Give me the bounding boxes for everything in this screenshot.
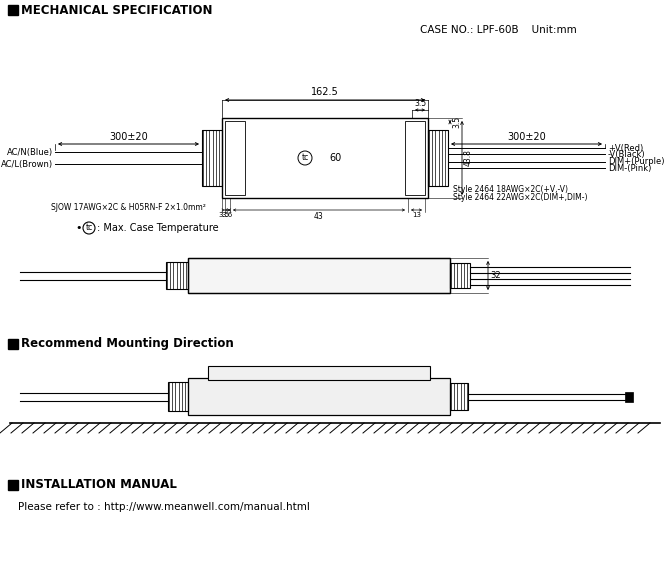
- Text: Style 2464 22AWG×2C(DIM+,DIM-): Style 2464 22AWG×2C(DIM+,DIM-): [453, 193, 588, 202]
- Text: SJOW 17AWG×2C & H05RN-F 2×1.0mm²: SJOW 17AWG×2C & H05RN-F 2×1.0mm²: [51, 203, 206, 212]
- Text: Style 2464 18AWG×2C(+V,-V): Style 2464 18AWG×2C(+V,-V): [453, 185, 568, 194]
- Bar: [166, 262, 188, 289]
- Text: CASE NO.: LPF-60B    Unit:mm: CASE NO.: LPF-60B Unit:mm: [420, 25, 577, 35]
- Bar: [428, 130, 448, 186]
- Text: : Max. Case Temperature: : Max. Case Temperature: [97, 223, 218, 233]
- Bar: [8, 339, 18, 349]
- Text: 162.5: 162.5: [311, 87, 339, 97]
- Text: 3.5: 3.5: [218, 212, 229, 218]
- Text: AC/N(Blue): AC/N(Blue): [7, 148, 53, 157]
- Text: 3.5: 3.5: [414, 99, 426, 108]
- Bar: [8, 5, 18, 15]
- Bar: [625, 392, 633, 401]
- Text: 3.6: 3.6: [221, 212, 232, 218]
- Text: 13: 13: [412, 212, 421, 218]
- Bar: [405, 121, 425, 195]
- Bar: [450, 383, 468, 410]
- Text: Please refer to : http://www.meanwell.com/manual.html: Please refer to : http://www.meanwell.co…: [18, 502, 310, 512]
- Text: INSTALLATION MANUAL: INSTALLATION MANUAL: [21, 478, 177, 491]
- Bar: [450, 263, 470, 288]
- Text: 43.8: 43.8: [464, 149, 473, 166]
- Bar: [188, 378, 450, 415]
- Bar: [202, 130, 222, 186]
- Text: tc: tc: [85, 223, 92, 233]
- Text: 300±20: 300±20: [507, 132, 546, 142]
- Text: 300±20: 300±20: [109, 132, 148, 142]
- Text: 32: 32: [490, 271, 500, 280]
- Bar: [168, 382, 188, 411]
- Text: DIM-(Pink): DIM-(Pink): [608, 164, 651, 173]
- Bar: [188, 258, 450, 293]
- Text: MECHANICAL SPECIFICATION: MECHANICAL SPECIFICATION: [21, 3, 212, 17]
- Text: •: •: [75, 223, 82, 233]
- Text: tc: tc: [302, 153, 309, 162]
- Text: AC/L(Brown): AC/L(Brown): [1, 160, 53, 169]
- Text: -V(Black): -V(Black): [608, 149, 646, 158]
- Text: DIM+(Purple): DIM+(Purple): [608, 157, 665, 166]
- Bar: [222, 118, 428, 198]
- Text: 60: 60: [329, 153, 341, 163]
- Bar: [208, 366, 430, 380]
- Bar: [8, 480, 18, 490]
- Text: 43: 43: [314, 212, 324, 221]
- Text: +V(Red): +V(Red): [608, 144, 643, 153]
- Bar: [225, 121, 245, 195]
- Text: 3.5: 3.5: [452, 116, 461, 128]
- Text: Recommend Mounting Direction: Recommend Mounting Direction: [21, 337, 234, 351]
- Bar: [188, 258, 450, 293]
